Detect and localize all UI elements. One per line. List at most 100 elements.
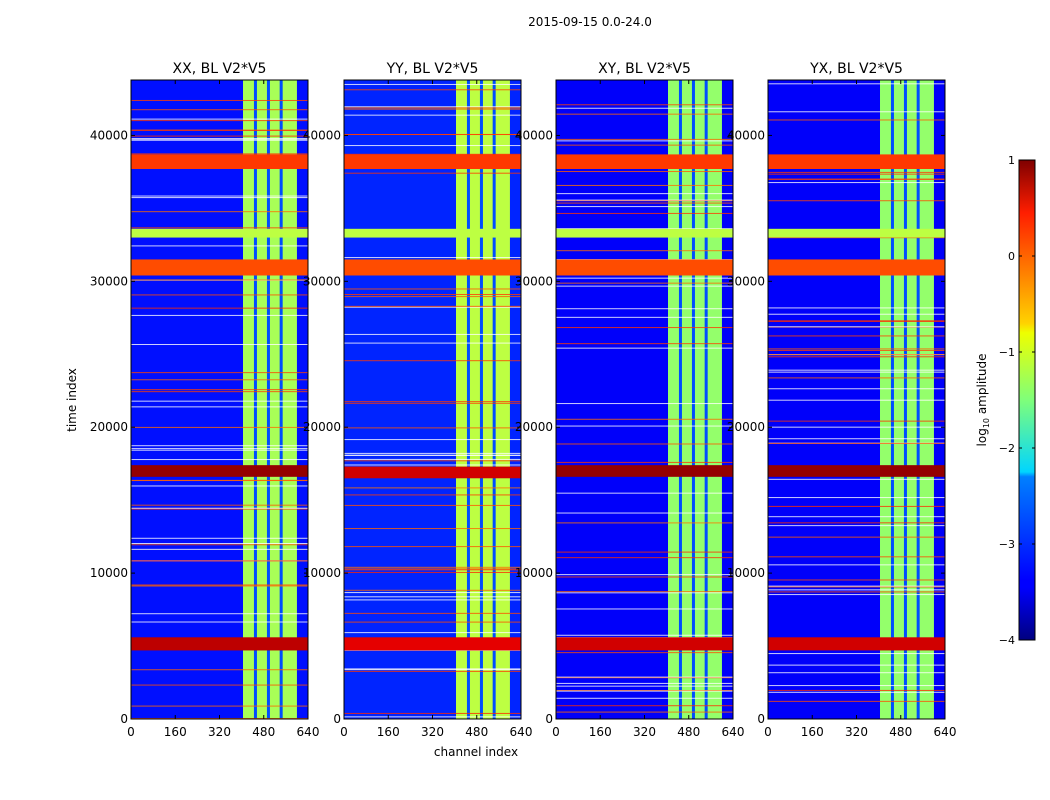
colorbar-label-rest: amplitude bbox=[975, 354, 989, 418]
flag-stripe bbox=[556, 308, 733, 310]
channel-gap bbox=[903, 80, 907, 719]
y-tick-label: 20000 bbox=[727, 420, 765, 434]
y-tick-label: 10000 bbox=[303, 566, 341, 580]
flag-stripe bbox=[344, 145, 521, 147]
flag-stripe bbox=[556, 576, 733, 578]
bright-channel-band bbox=[243, 80, 297, 719]
flag-stripe bbox=[556, 277, 733, 279]
flag-stripe bbox=[344, 566, 521, 568]
flag-stripe bbox=[556, 282, 733, 284]
flag-stripe bbox=[556, 608, 733, 610]
x-tick-label: 640 bbox=[934, 725, 957, 739]
flag-stripe bbox=[344, 568, 521, 570]
flag-stripe bbox=[131, 621, 308, 623]
flag-stripe bbox=[768, 111, 945, 113]
y-tick-label: 30000 bbox=[727, 274, 765, 288]
panel-1: XX, BL V2*V5 0 160 320 480 640 0 10000 20000 3000… bbox=[90, 61, 320, 739]
y-tick-label: 10000 bbox=[515, 566, 553, 580]
flag-stripe bbox=[344, 107, 521, 109]
channel-gap bbox=[466, 80, 470, 719]
intense-row bbox=[344, 228, 521, 238]
flag-stripe bbox=[768, 522, 945, 524]
flag-stripe bbox=[556, 591, 733, 593]
y-tick-label: 20000 bbox=[303, 420, 341, 434]
channel-gap bbox=[492, 80, 496, 719]
flag-stripe bbox=[344, 596, 521, 598]
flag-stripe bbox=[131, 138, 308, 140]
x-tick-label: 0 bbox=[552, 725, 560, 739]
flag-stripe bbox=[768, 556, 945, 558]
flag-stripe bbox=[768, 369, 945, 371]
flag-stripe bbox=[768, 585, 945, 587]
intense-row bbox=[768, 228, 945, 238]
bright-channel-band bbox=[668, 80, 722, 719]
flag-stripe bbox=[768, 326, 945, 328]
panel-3: XY, BL V2*V5 0 160 320 480 640 0 10000 20000 3000… bbox=[515, 61, 745, 739]
flag-stripe bbox=[131, 195, 308, 197]
x-tick-label: 320 bbox=[421, 725, 444, 739]
intense-row bbox=[768, 259, 945, 276]
flag-stripe bbox=[556, 327, 733, 329]
flag-stripe bbox=[344, 452, 521, 454]
flag-stripe bbox=[556, 104, 733, 106]
flag-stripe bbox=[344, 427, 521, 429]
flag-stripe bbox=[768, 664, 945, 666]
intense-row bbox=[556, 637, 733, 651]
flag-stripe bbox=[344, 306, 521, 308]
flag-stripe bbox=[344, 257, 521, 259]
flag-stripe bbox=[556, 228, 733, 230]
flag-stripe bbox=[344, 589, 521, 591]
flag-stripe bbox=[131, 448, 308, 450]
channel-gap bbox=[704, 80, 708, 719]
y-tick-label: 40000 bbox=[515, 128, 553, 142]
panel-title: XX, BL V2*V5 bbox=[173, 61, 267, 77]
flag-stripe bbox=[131, 389, 308, 391]
flag-stripe bbox=[556, 206, 733, 208]
flag-stripe bbox=[344, 494, 521, 496]
flag-stripe bbox=[344, 528, 521, 530]
flag-stripe bbox=[768, 320, 945, 322]
flag-stripe bbox=[131, 129, 308, 131]
flag-stripe bbox=[556, 574, 733, 576]
flag-stripe bbox=[344, 83, 521, 85]
channel-gap bbox=[253, 80, 257, 719]
flag-stripe bbox=[768, 313, 945, 315]
flag-stripe bbox=[344, 305, 521, 307]
flag-stripe bbox=[768, 348, 945, 350]
colorbar-tick-label: 1 bbox=[1008, 154, 1015, 167]
flag-stripe bbox=[344, 439, 521, 441]
flag-stripe bbox=[131, 406, 308, 408]
flag-stripe bbox=[344, 296, 521, 298]
flag-stripe bbox=[344, 172, 521, 174]
x-tick-label: 160 bbox=[377, 725, 400, 739]
intense-row bbox=[556, 154, 733, 169]
flag-stripe bbox=[556, 140, 733, 142]
flag-stripe bbox=[131, 508, 308, 510]
x-tick-label: 480 bbox=[465, 725, 488, 739]
intense-row bbox=[344, 637, 521, 651]
flag-stripe bbox=[344, 621, 521, 623]
flag-stripe bbox=[768, 171, 945, 173]
flag-stripe bbox=[556, 347, 733, 349]
flag-stripe bbox=[344, 108, 521, 110]
intense-row bbox=[556, 228, 733, 238]
flag-stripe bbox=[131, 584, 308, 586]
intense-row bbox=[131, 228, 308, 238]
flag-stripe bbox=[344, 106, 521, 108]
flag-stripe bbox=[344, 288, 521, 290]
x-tick-label: 480 bbox=[677, 725, 700, 739]
colorbar-tick-label: 0 bbox=[1008, 250, 1015, 263]
flag-stripe bbox=[344, 293, 521, 295]
panel-title: XY, BL V2*V5 bbox=[598, 61, 691, 77]
y-tick-label: 0 bbox=[333, 712, 341, 726]
flag-stripe bbox=[344, 402, 521, 404]
panel-2: YY, BL V2*V5 0 160 320 480 640 0 10000 20000 3000… bbox=[303, 61, 533, 739]
flag-stripe bbox=[344, 360, 521, 362]
flag-stripe bbox=[344, 114, 521, 116]
flag-stripe bbox=[768, 579, 945, 581]
flag-stripe bbox=[131, 705, 308, 707]
flag-stripe bbox=[556, 676, 733, 678]
flag-stripe bbox=[131, 343, 308, 345]
flag-stripe bbox=[768, 349, 945, 351]
y-tick-label: 0 bbox=[120, 712, 128, 726]
